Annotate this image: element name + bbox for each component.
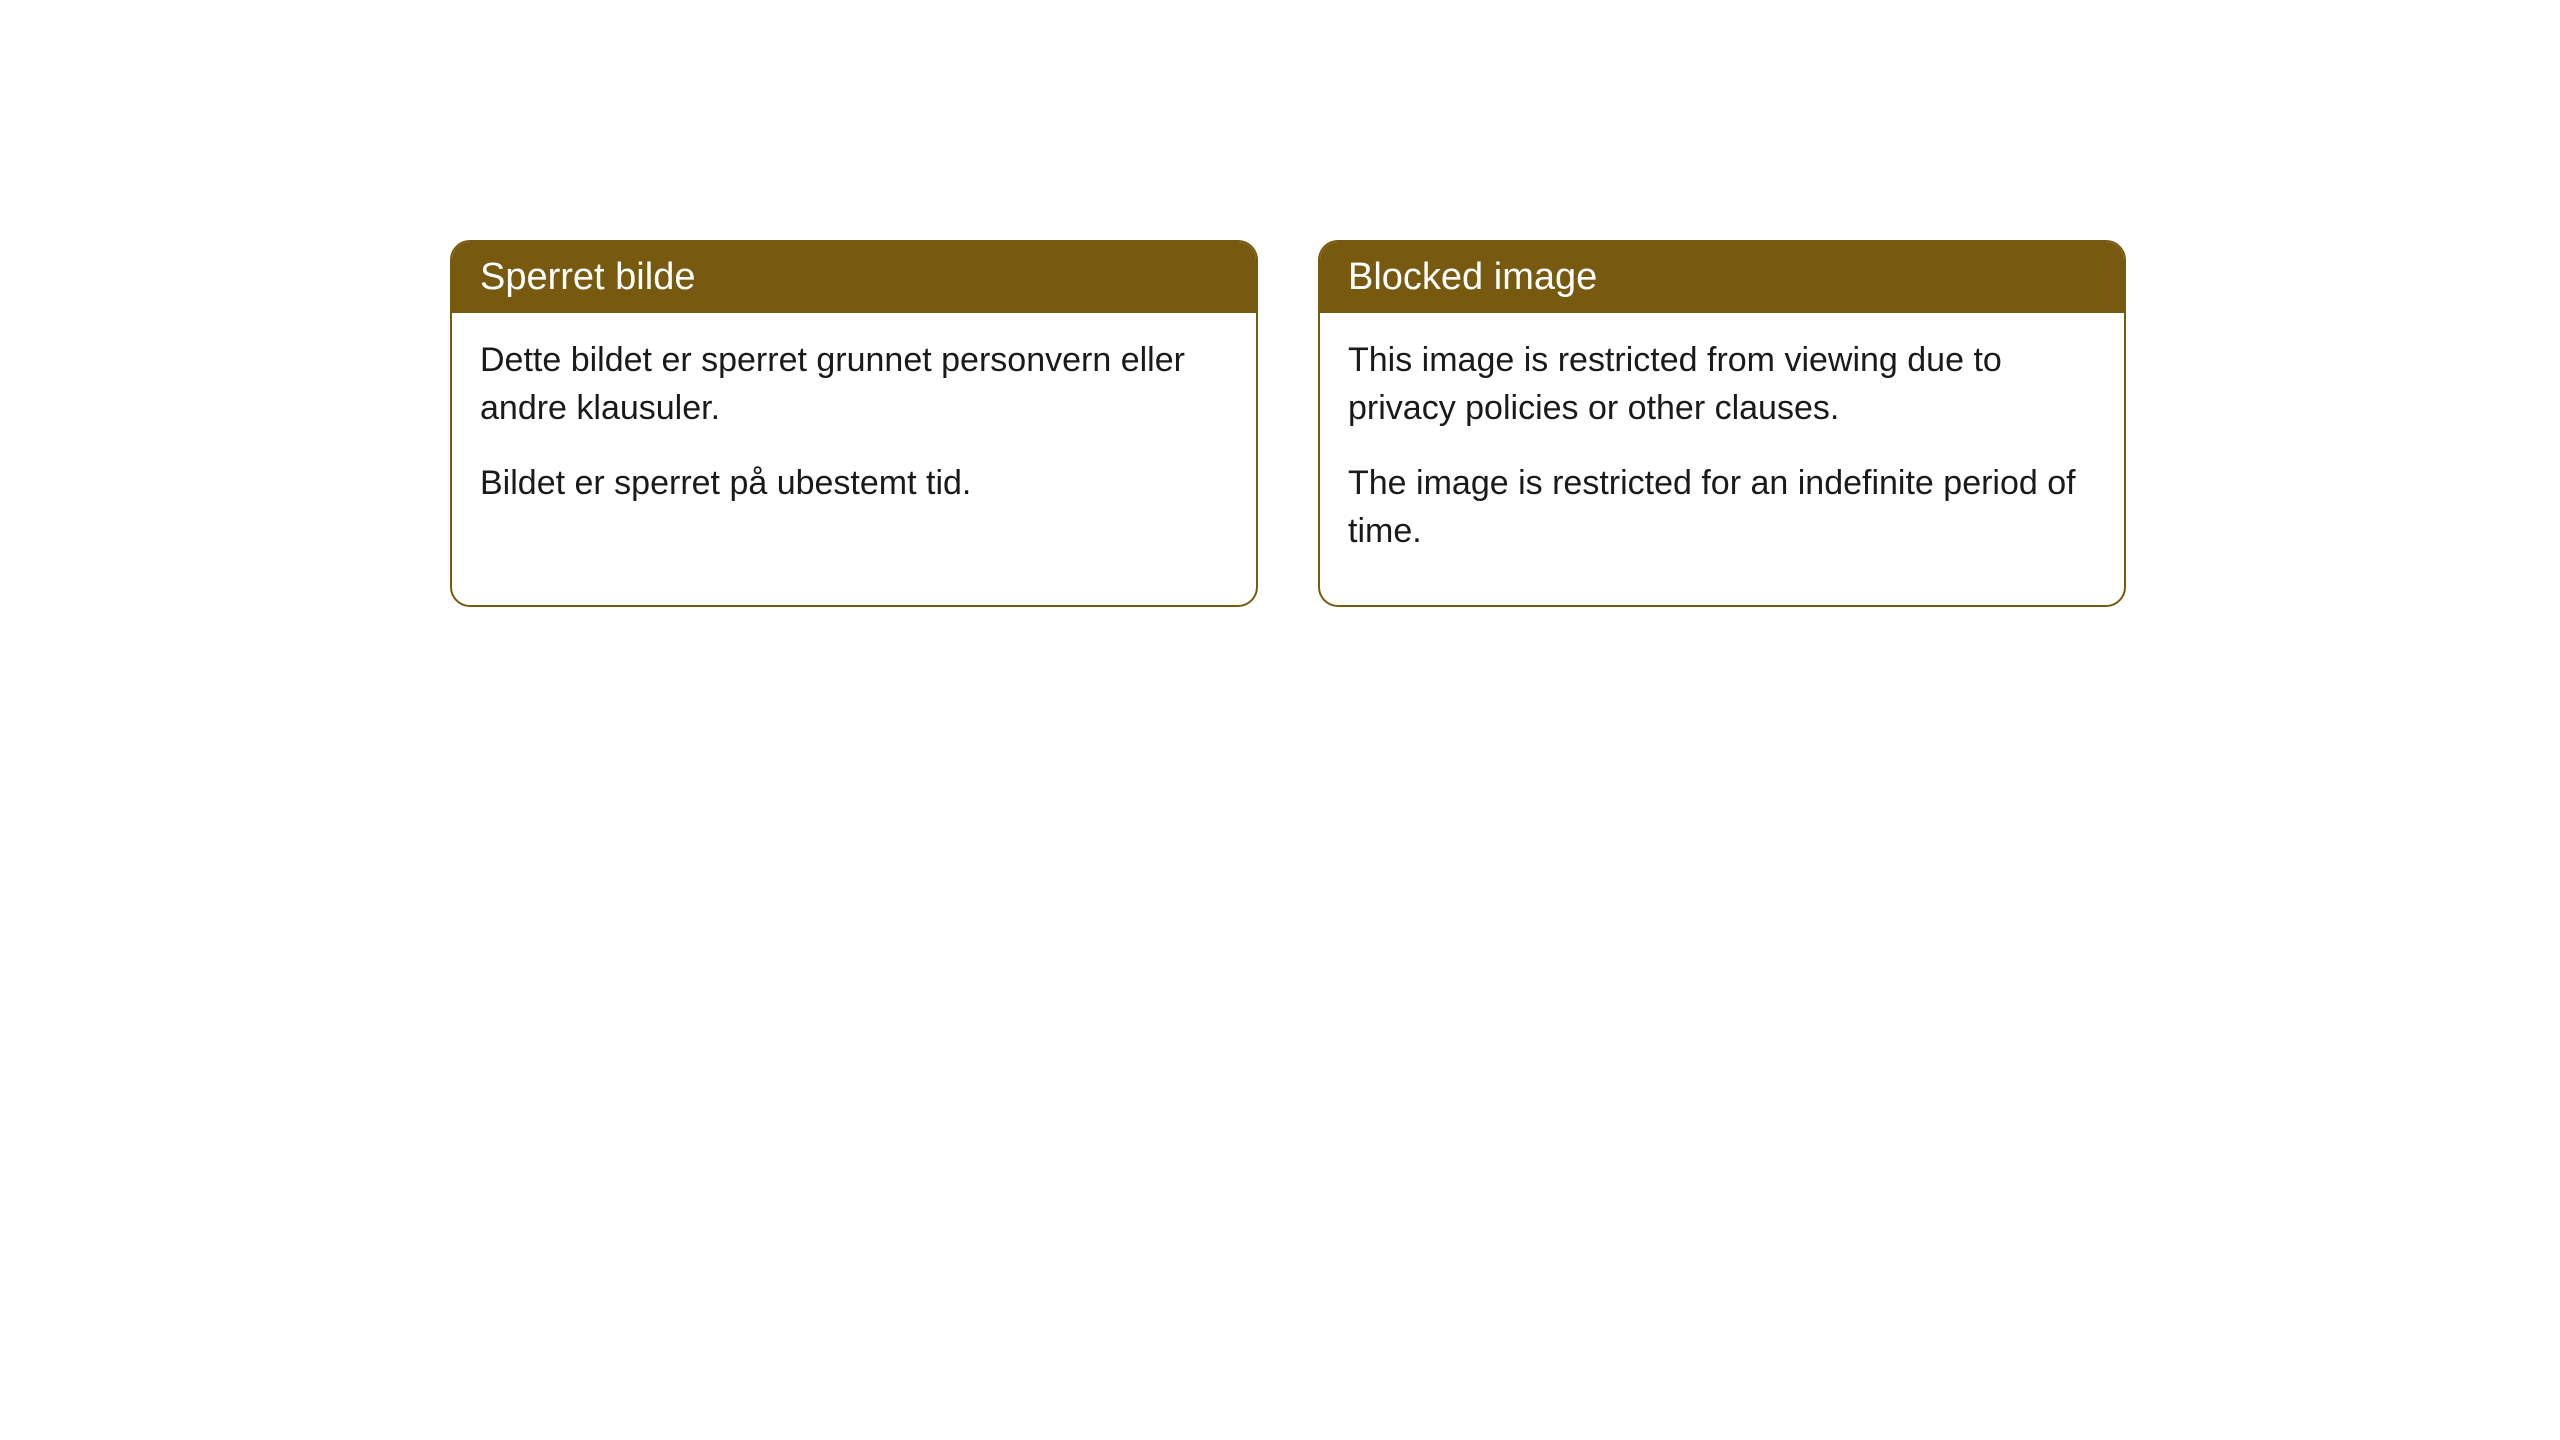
card-title: Blocked image (1348, 256, 1597, 298)
card-paragraph: Dette bildet er sperret grunnet personve… (480, 337, 1228, 432)
card-paragraph: The image is restricted for an indefinit… (1348, 460, 2096, 555)
notice-card-norwegian: Sperret bilde Dette bildet er sperret gr… (450, 240, 1258, 607)
notice-cards-container: Sperret bilde Dette bildet er sperret gr… (450, 240, 2126, 607)
card-body-norwegian: Dette bildet er sperret grunnet personve… (452, 313, 1256, 558)
card-header-english: Blocked image (1320, 242, 2124, 313)
card-header-norwegian: Sperret bilde (452, 242, 1256, 313)
card-title: Sperret bilde (480, 256, 695, 298)
notice-card-english: Blocked image This image is restricted f… (1318, 240, 2126, 607)
card-body-english: This image is restricted from viewing du… (1320, 313, 2124, 605)
card-paragraph: Bildet er sperret på ubestemt tid. (480, 460, 1228, 508)
card-paragraph: This image is restricted from viewing du… (1348, 337, 2096, 432)
